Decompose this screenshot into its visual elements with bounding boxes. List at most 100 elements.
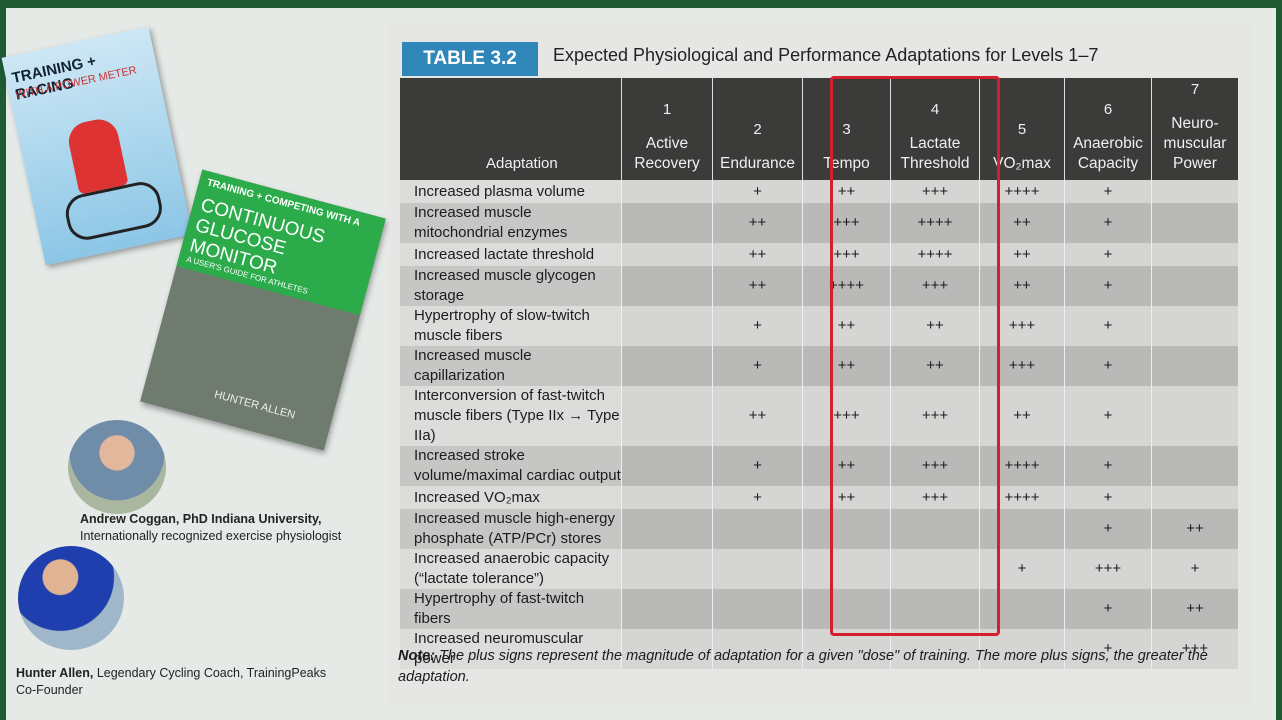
rating-cell: +: [712, 446, 803, 486]
table-row: Increased stroke volume/maximal cardiac …: [400, 446, 1238, 486]
rating: +++: [921, 182, 949, 200]
adaptation-label: Increased neuromuscular power: [414, 630, 584, 667]
adaptation-cell: Increased muscle capillarization: [400, 346, 622, 386]
rating-cell: [621, 266, 713, 306]
level-number: 7: [1190, 81, 1200, 98]
header-cell: 3 Tempo: [802, 78, 891, 180]
table-row: Increased muscle glycogen storage ++ ++++ +…: [400, 266, 1238, 306]
person-caption: Andrew Coggan, PhD Indiana University, I…: [80, 511, 341, 545]
rating-cell: ++: [712, 266, 803, 306]
level-name: Endurance: [720, 155, 795, 172]
rating: +: [1103, 182, 1113, 200]
rating-cell: ++: [802, 446, 891, 486]
rating: +: [753, 357, 762, 374]
level-number: 4: [930, 101, 940, 118]
rating: ++: [748, 245, 767, 263]
rating-cell: +++: [890, 486, 980, 509]
rating: ++: [837, 357, 856, 374]
rating-cell: ++: [802, 486, 891, 509]
rating-cell: +: [1064, 180, 1152, 203]
rating-cell: ++++: [890, 243, 980, 266]
rating: +++: [1008, 357, 1036, 374]
header-cell: 5 VO₂max: [979, 78, 1065, 180]
rating: ++++: [917, 245, 953, 263]
portrait: [18, 546, 124, 650]
rating-cell: ++++: [979, 486, 1065, 509]
rating-cell: ++: [802, 306, 891, 346]
rating-cell: ++: [979, 386, 1065, 446]
rating: ++: [1186, 520, 1204, 537]
level-number: 2: [753, 121, 762, 138]
rating-cell: [802, 589, 891, 629]
rating-cell: +: [1064, 243, 1152, 266]
level-number: 1: [662, 101, 672, 118]
rating-cell: [1151, 486, 1238, 509]
rating-cell: +: [712, 306, 803, 346]
rating-cell: +: [1064, 486, 1152, 509]
rating-cell: [621, 243, 713, 266]
rating: +: [1103, 640, 1113, 657]
rating-cell: [1151, 446, 1238, 486]
rating: ++: [1186, 600, 1204, 617]
rating: +: [1103, 600, 1113, 617]
rating: +++: [921, 407, 949, 424]
rating: ++: [1013, 277, 1031, 294]
note-label: Note:: [398, 648, 436, 664]
rating-cell: ++: [890, 306, 980, 346]
rating-cell: [890, 549, 980, 589]
rating-cell: ++: [979, 203, 1065, 243]
rating-cell: [1151, 386, 1238, 446]
rating: +++: [1094, 560, 1122, 577]
adaptation-label: Interconversion of fast-twitch muscle fi…: [414, 387, 620, 444]
rating: +: [1103, 457, 1113, 474]
rating: +: [753, 457, 762, 474]
rating-cell: +++: [890, 180, 980, 203]
rating-cell: +: [1064, 629, 1152, 669]
rating-cell: +: [1064, 589, 1152, 629]
adaptation-label: Increased muscle glycogen storage: [414, 267, 596, 304]
rating-cell: +++: [1064, 549, 1152, 589]
rating: +: [1103, 488, 1113, 506]
table-row: Hypertrophy of slow-twitch muscle fibers…: [400, 306, 1238, 346]
rating-cell: [621, 446, 713, 486]
rating-cell: +: [1064, 509, 1152, 549]
rating-cell: ++: [979, 243, 1065, 266]
rating: +++: [833, 407, 860, 424]
rating-cell: +++: [890, 266, 980, 306]
rating: +: [1103, 520, 1113, 537]
rating-cell: [621, 180, 713, 203]
rating: +: [1103, 277, 1113, 294]
header-cell: 1 Active Recovery: [621, 78, 713, 180]
rating-cell: ++++: [802, 266, 891, 306]
rating-cell: ++: [1151, 589, 1238, 629]
rating: ++: [926, 317, 944, 334]
rating-cell: ++: [712, 203, 803, 243]
adaptation-cell: Increased neuromuscular power: [400, 629, 622, 669]
rating-cell: +++: [890, 386, 980, 446]
adaptation-label: Hypertrophy of slow-twitch muscle fibers: [414, 307, 590, 344]
rating: ++: [837, 182, 856, 200]
rating-cell: [621, 549, 713, 589]
header-row: Adaptation 1 Active Recovery 2 Endurance 3 Te…: [400, 78, 1238, 180]
level-name: Active Recovery: [634, 135, 700, 172]
header-cell: Adaptation: [400, 78, 622, 180]
book-author: HUNTER ALLEN: [212, 388, 297, 422]
table-row: Increased neuromuscular power + +++: [400, 629, 1238, 669]
adaptation-cell: Increased stroke volume/maximal cardiac …: [400, 446, 622, 486]
rating: +: [1103, 214, 1113, 231]
table-row: Increased plasma volume + ++ +++ ++++ +: [400, 180, 1238, 203]
rating-cell: [621, 589, 713, 629]
adaptation-label: Increased anaerobic capacity (“lactate t…: [414, 550, 610, 587]
rating-cell: +++: [802, 203, 891, 243]
level-name: VO₂max: [993, 155, 1051, 172]
rating-cell: [1151, 306, 1238, 346]
rating-cell: +: [1064, 386, 1152, 446]
rating-cell: [712, 509, 803, 549]
adaptation-label: Increased stroke volume/maximal cardiac …: [414, 447, 621, 484]
adaptation-cell: Increased lactate threshold: [400, 243, 622, 266]
rating-cell: [979, 509, 1065, 549]
rating: ++: [1013, 245, 1031, 263]
rating: ++: [837, 488, 856, 506]
rating: +++: [1008, 317, 1036, 334]
